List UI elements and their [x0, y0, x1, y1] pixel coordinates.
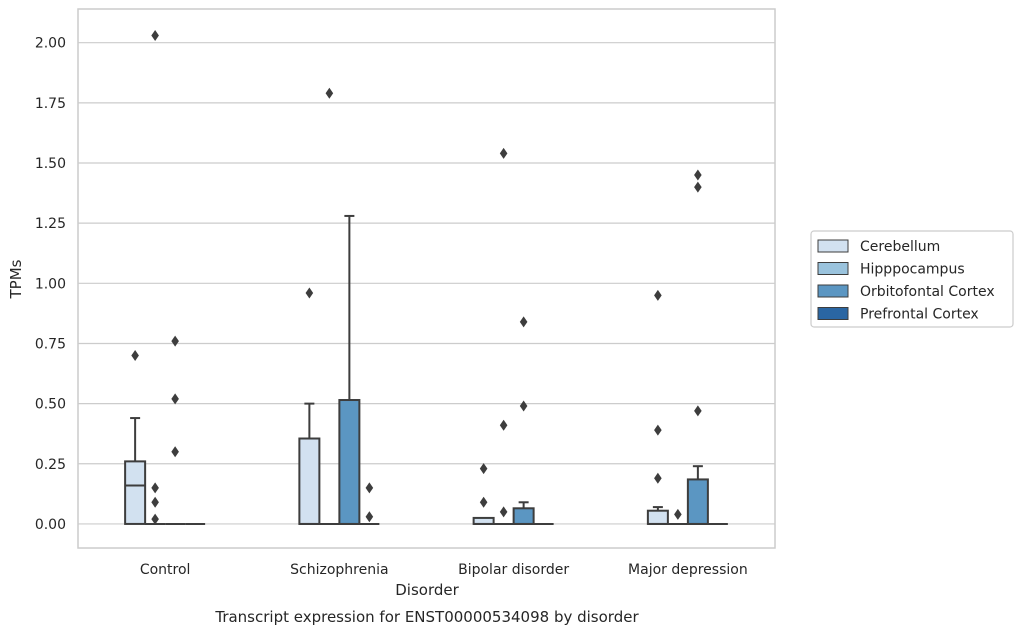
- y-tick-label: 1.00: [35, 276, 66, 292]
- outlier-point: [674, 508, 682, 520]
- box-orbitofontal-cortex: [165, 335, 186, 525]
- box-body: [646, 509, 669, 525]
- outlier-point: [479, 496, 488, 508]
- outlier-point: [305, 287, 314, 299]
- y-axis-label: TPMs: [7, 259, 25, 299]
- chart-caption: Transcript expression for ENST0000053409…: [214, 608, 639, 626]
- outlier-point: [479, 463, 488, 475]
- outlier-point: [151, 482, 159, 494]
- box-body: [124, 460, 147, 525]
- box-cerebellum: [472, 463, 495, 525]
- y-axis-ticks: 0.00 0.25 0.50 0.75 1.00 1.25 1.50 1.75 2.00: [35, 36, 66, 533]
- legend-label: Hipppocampus: [860, 262, 965, 278]
- y-tick-label: 1.50: [35, 156, 66, 172]
- legend-label: Orbitofontal Cortex: [860, 284, 995, 300]
- legend-swatch: [817, 284, 849, 298]
- box-groups: [124, 29, 728, 525]
- outlier-point: [654, 289, 662, 301]
- box-cerebellum: [646, 289, 669, 525]
- y-tick-label: 0.25: [35, 457, 66, 473]
- outlier-point: [499, 147, 508, 159]
- box-hipppocampus: [667, 508, 688, 525]
- outlier-point: [131, 350, 139, 361]
- x-axis-ticks: Control Schizophrenia Bipolar disorder Majo…: [140, 562, 748, 578]
- x-tick-label: Major depression: [628, 562, 748, 578]
- legend-swatch: [817, 307, 849, 320]
- y-tick-label: 0.50: [35, 397, 66, 413]
- outlier-point: [694, 181, 702, 193]
- outlier-point: [654, 472, 662, 484]
- legend-label: Cerebellum: [860, 239, 940, 255]
- outlier-point: [171, 335, 179, 347]
- box-orbitofontal-cortex: [512, 316, 535, 525]
- box-body: [298, 437, 321, 525]
- outlier-point: [519, 316, 528, 328]
- plot-frame: [77, 8, 776, 549]
- x-tick-label: Bipolar disorder: [458, 562, 569, 578]
- outlier-point: [151, 29, 159, 41]
- x-tick-label: Schizophrenia: [290, 562, 388, 578]
- box-prefrontal-cortex: [359, 482, 380, 525]
- grid-lines: [78, 42, 775, 525]
- outlier-point: [151, 513, 159, 525]
- legend-frame: [810, 230, 1014, 328]
- outlier-point: [499, 506, 508, 518]
- legend: Cerebellum Hipppocampus Orbitofontal Corte…: [810, 230, 1014, 328]
- box-orbitofontal-cortex: [686, 169, 709, 525]
- outlier-point: [519, 400, 528, 412]
- outlier-point: [654, 424, 662, 436]
- outlier-point: [499, 419, 508, 431]
- y-tick-label: 1.25: [35, 216, 66, 232]
- outlier-point: [365, 482, 374, 494]
- outlier-point: [694, 169, 702, 181]
- box-body: [512, 507, 535, 525]
- box-body: [686, 478, 709, 525]
- legend-swatch: [817, 239, 849, 253]
- outlier-point: [171, 446, 179, 458]
- box-hipppocampus: [493, 147, 514, 525]
- box-hipppocampus: [319, 87, 340, 525]
- outlier-point: [365, 511, 374, 523]
- box-hipppocampus: [145, 29, 166, 525]
- y-tick-label: 1.75: [35, 96, 66, 112]
- y-tick-label: 0.75: [35, 336, 66, 352]
- y-tick-label: 0.00: [35, 517, 66, 533]
- box-cerebellum: [124, 350, 147, 525]
- box-cerebellum: [298, 287, 321, 525]
- y-tick-label: 2.00: [35, 36, 66, 52]
- legend-label: Prefrontal Cortex: [860, 307, 979, 323]
- outlier-point: [171, 393, 179, 405]
- outlier-point: [325, 87, 334, 99]
- legend-swatch: [817, 262, 849, 275]
- x-tick-label: Control: [140, 562, 191, 578]
- outlier-point: [151, 496, 159, 508]
- box-orbitofontal-cortex: [338, 214, 361, 525]
- x-axis-label: Disorder: [395, 581, 459, 599]
- outlier-point: [694, 405, 702, 417]
- box-body: [338, 399, 361, 525]
